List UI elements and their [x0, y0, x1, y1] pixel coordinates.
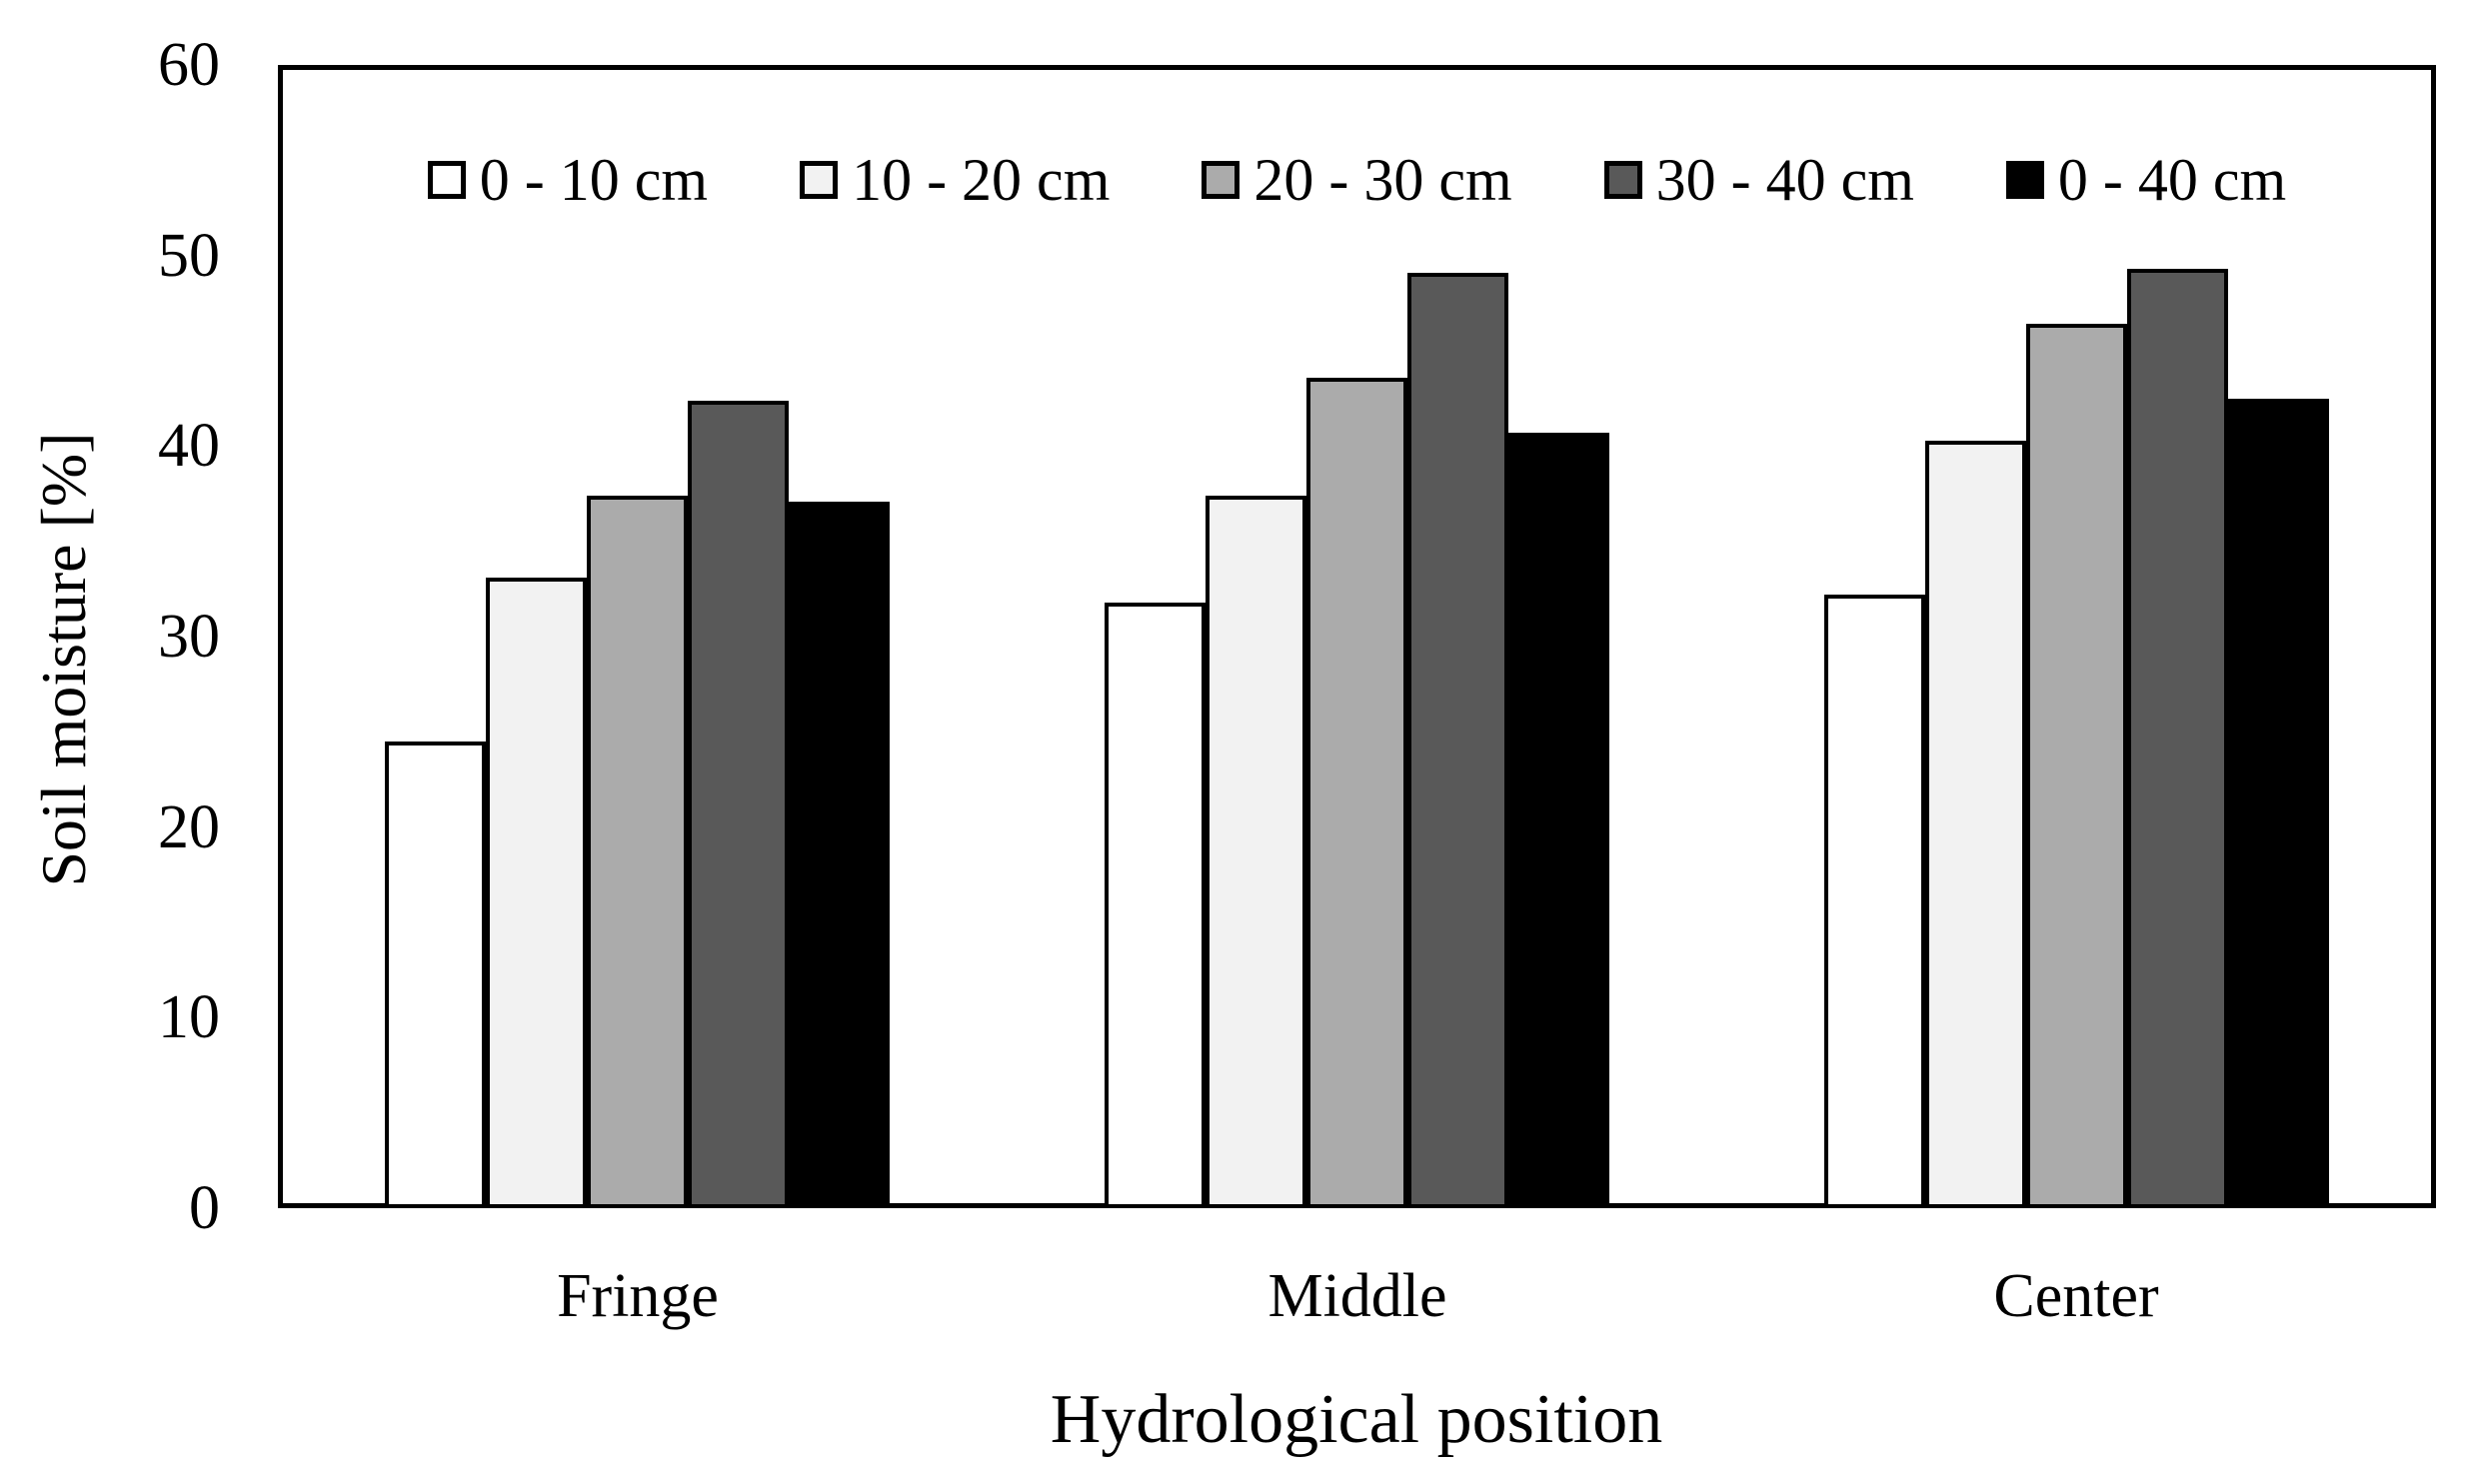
bar-0-40cm-fringe [789, 502, 890, 1208]
y-tick-label: 20 [158, 792, 220, 861]
y-tick-label: 50 [158, 221, 220, 290]
legend-item: 0 - 40 cm [2005, 147, 2287, 213]
legend-label: 30 - 40 cm [1655, 147, 1914, 213]
legend-label: 0 - 40 cm [2057, 147, 2287, 213]
legend-swatch-icon [427, 161, 466, 199]
bar-10-20cm-center [1925, 441, 2026, 1208]
bar-0-40cm-middle [1508, 433, 1609, 1208]
legend-item: 0 - 10 cm [427, 147, 709, 213]
bar-20-30cm-middle [1306, 378, 1407, 1208]
bar-30-40cm-center [2127, 269, 2228, 1208]
bar-0-10cm-fringe [385, 742, 486, 1208]
bar-20-30cm-fringe [587, 496, 688, 1208]
x-category-label-center: Center [1993, 1262, 2159, 1330]
bar-30-40cm-fringe [688, 401, 789, 1208]
y-tick-label: 30 [158, 603, 220, 671]
legend: 0 - 10 cm 10 - 20 cm 20 - 30 cm 30 - 40 cm 0… [278, 148, 2436, 212]
bar-10-20cm-middle [1206, 496, 1306, 1208]
bar-0-40cm-center [2228, 399, 2329, 1208]
y-tick-label: 0 [189, 1174, 220, 1242]
legend-item: 20 - 30 cm [1202, 147, 1512, 213]
legend-item: 30 - 40 cm [1603, 147, 1914, 213]
bar-0-10cm-center [1824, 595, 1925, 1208]
bar-0-10cm-middle [1105, 603, 1206, 1208]
bar-10-20cm-fringe [486, 578, 587, 1208]
bar-30-40cm-middle [1407, 273, 1508, 1208]
legend-label: 10 - 20 cm [852, 147, 1111, 213]
y-tick-label: 10 [158, 983, 220, 1052]
y-tick-label: 60 [158, 31, 220, 99]
legend-swatch-icon [800, 161, 839, 199]
legend-item: 10 - 20 cm [800, 148, 1110, 212]
legend-swatch-icon [1603, 161, 1642, 199]
legend-label: 0 - 10 cm [479, 147, 709, 213]
bar-20-30cm-center [2026, 324, 2127, 1208]
legend-label: 20 - 30 cm [1253, 147, 1512, 213]
legend-swatch-icon [2005, 161, 2044, 199]
legend-swatch-icon [1202, 161, 1240, 199]
x-category-label-fringe: Fringe [557, 1262, 719, 1330]
y-tick-label: 40 [158, 412, 220, 481]
x-category-label-middle: Middle [1267, 1262, 1447, 1330]
x-axis-title: Hydrological position [1050, 1381, 1663, 1458]
